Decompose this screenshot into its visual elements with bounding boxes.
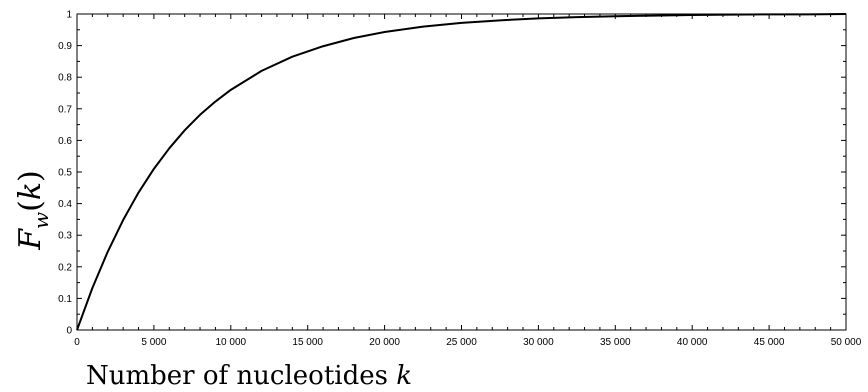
x-tick-label: 50 000 xyxy=(831,337,862,348)
axes: 0 5 000 10 000 15 000 20 000 25 000 30 000 35 0… xyxy=(58,10,862,349)
x-tick-label: 10 000 xyxy=(216,337,247,348)
x-tick-label: 25 000 xyxy=(446,337,477,348)
x-tick-label: 40 000 xyxy=(677,337,708,348)
y-tick-label: 1 xyxy=(66,10,72,21)
series-group xyxy=(76,13,847,331)
x-axis-label: Number of nucleotides k xyxy=(86,361,412,391)
x-tick-label: 35 000 xyxy=(600,337,631,348)
y-tick-label: 0.9 xyxy=(58,41,72,52)
x-tick-label: 5 000 xyxy=(141,337,166,348)
x-tick-label: 15 000 xyxy=(292,337,323,348)
y-axis-label: Fw(k) xyxy=(13,170,53,251)
axis-labels: Fw(k) Number of nucleotides k xyxy=(13,170,412,391)
y-tick-label: 0.8 xyxy=(58,73,72,84)
y-tick-label: 0.7 xyxy=(58,104,72,115)
x-tick-label: 20 000 xyxy=(369,337,400,348)
y-tick-label: 0.4 xyxy=(58,199,72,210)
y-tick-label: 0.3 xyxy=(58,231,72,242)
x-tick-label: 0 xyxy=(74,337,80,348)
y-tick-label: 0.6 xyxy=(58,136,72,147)
y-tick-label: 0.2 xyxy=(58,262,72,273)
x-tick-label: 45 000 xyxy=(754,337,785,348)
y-tick-label: 0 xyxy=(66,326,72,337)
plot-frame xyxy=(76,13,847,331)
x-tick-label: 30 000 xyxy=(523,337,554,348)
series-line xyxy=(76,13,847,331)
y-tick-label: 0.5 xyxy=(58,168,72,179)
y-tick-label: 0.1 xyxy=(58,294,72,305)
